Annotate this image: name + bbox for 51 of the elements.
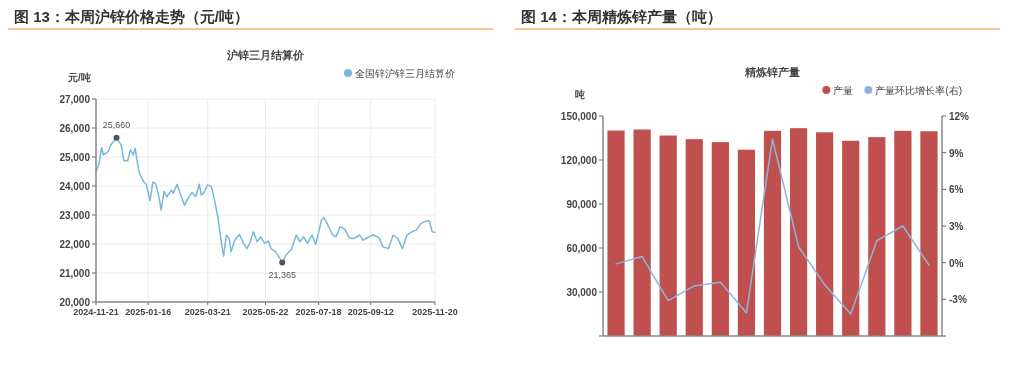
y-axis-title: 吨: [575, 89, 585, 100]
legend-label: 全国锌沪锌三月结算价: [355, 68, 455, 79]
bar: [607, 130, 625, 336]
bar: [816, 132, 834, 336]
y-tick-label: 20,000: [59, 297, 91, 308]
y-tick-label: 90,000: [566, 199, 598, 210]
y-tick-label: 23,000: [59, 210, 91, 221]
y2-tick-label: 0%: [949, 257, 964, 269]
bar: [659, 135, 677, 336]
y2-tick-label: 12%: [949, 111, 970, 122]
y2-tick-label: 6%: [949, 184, 964, 196]
bar: [789, 128, 808, 336]
x-tick-label: 2025-09-12: [347, 307, 394, 317]
y-tick-label: 60,000: [566, 243, 598, 254]
y-tick-label: 30,000: [566, 287, 598, 298]
y-tick-label: 24,000: [59, 181, 91, 192]
annotation: 25,660: [102, 119, 131, 130]
y2-tick-label: 9%: [949, 147, 964, 159]
x-tick-label: 2025-07-18: [295, 307, 342, 317]
chart-title: 图 13：本周沪锌价格走势（元/吨）: [14, 8, 250, 25]
bar: [633, 129, 651, 336]
x-tick-label: 2025-11-20: [412, 307, 458, 317]
bar: [842, 140, 860, 336]
bar: [737, 149, 756, 336]
legend-label: 产量环比增长率(右): [875, 85, 962, 96]
bar: [868, 137, 886, 336]
y-tick-label: 120,000: [560, 155, 598, 166]
bar: [894, 130, 912, 336]
annotation: 21,365: [268, 270, 297, 281]
chart-title: 图 14：本周精炼锌产量（吨）: [521, 8, 722, 25]
y2-tick-label: 3%: [949, 221, 964, 232]
bar: [711, 142, 729, 336]
bar: [920, 131, 938, 336]
x-tick-label: 2025-05-22: [242, 307, 289, 317]
y-axis-title: 元/吨: [67, 72, 91, 83]
y2-tick-label: -3%: [949, 294, 967, 306]
y-tick-label: 150,000: [560, 111, 598, 122]
y-tick-label: 21,000: [59, 268, 91, 279]
bar: [685, 139, 703, 336]
chart-subtitle: 精炼锌产量: [744, 66, 800, 78]
y-tick-label: 26,000: [59, 123, 91, 134]
x-tick-label: 2025-03-21: [184, 307, 231, 317]
line-series: [615, 138, 930, 315]
x-tick-label: 2024-11-21: [73, 307, 119, 317]
chart-subtitle: 沪锌三月结算价: [226, 49, 305, 61]
y-tick-label: 25,000: [59, 152, 91, 163]
bar: [763, 130, 782, 336]
x-tick-label: 2025-01-16: [125, 307, 172, 317]
legend-label: 产量: [833, 85, 854, 96]
y-tick-label: 27,000: [59, 94, 91, 105]
y-tick-label: 22,000: [59, 239, 91, 250]
